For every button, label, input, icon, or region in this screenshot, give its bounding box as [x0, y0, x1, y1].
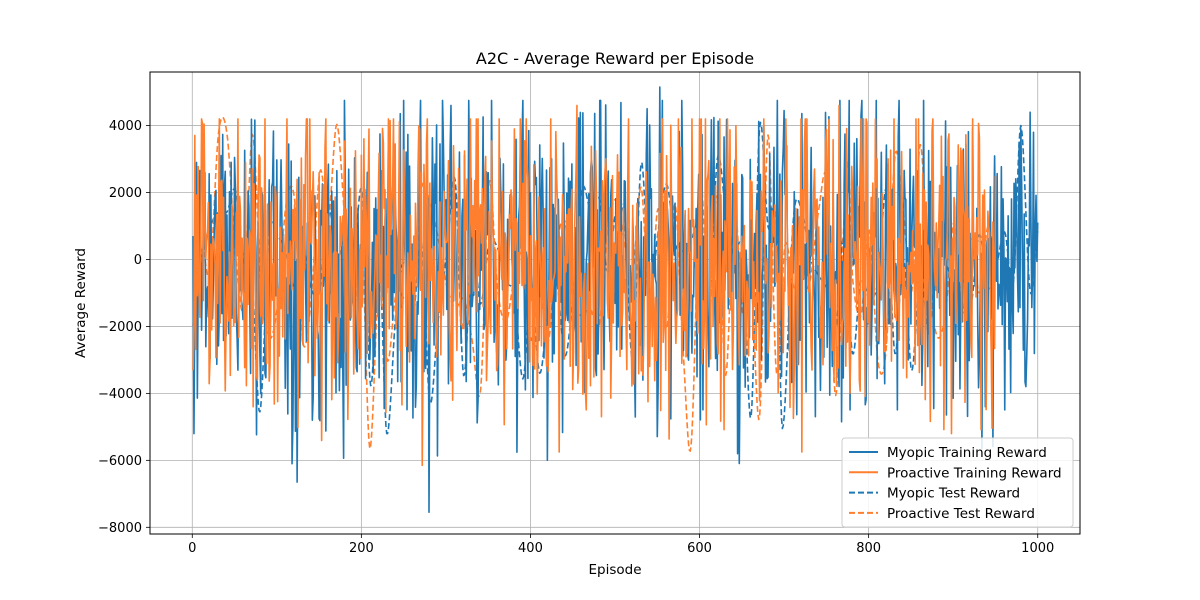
y-tick-label: −2000: [98, 320, 142, 335]
y-axis-label: Average Reward: [73, 248, 89, 358]
x-tick-label: 800: [856, 541, 881, 556]
legend-label: Proactive Test Reward: [887, 506, 1035, 522]
x-tick-label: 1000: [1021, 541, 1054, 556]
y-tick-label: 0: [134, 253, 142, 268]
plot-lines: [192, 86, 1039, 514]
x-tick-label: 600: [687, 541, 712, 556]
legend-label: Proactive Training Reward: [887, 465, 1062, 481]
legend-box: [841, 437, 1074, 528]
legend-label: Myopic Training Reward: [887, 445, 1047, 461]
plot-frame: [149, 71, 1081, 535]
y-tick-label: 4000: [109, 119, 142, 134]
y-tick-label: −8000: [98, 521, 142, 536]
legend-label: Myopic Test Reward: [887, 486, 1020, 502]
axis-ticks: 0 200 400 600 800 1000 −8000 −6000 −4000 −2000 0 20…: [98, 119, 1054, 556]
y-tick-label: 2000: [109, 186, 142, 201]
x-tick-label: 400: [518, 541, 543, 556]
x-axis-label: Episode: [588, 562, 641, 578]
series-line-proactive-training-reward: [192, 104, 997, 467]
x-tick-label: 200: [349, 541, 374, 556]
chart-title: A2C - Average Reward per Episode: [476, 49, 754, 68]
x-tick-label: 0: [188, 541, 196, 556]
y-tick-label: −4000: [98, 387, 142, 402]
y-tick-label: −6000: [98, 454, 142, 469]
legend: Myopic Training Reward Proactive Training…: [841, 437, 1074, 528]
